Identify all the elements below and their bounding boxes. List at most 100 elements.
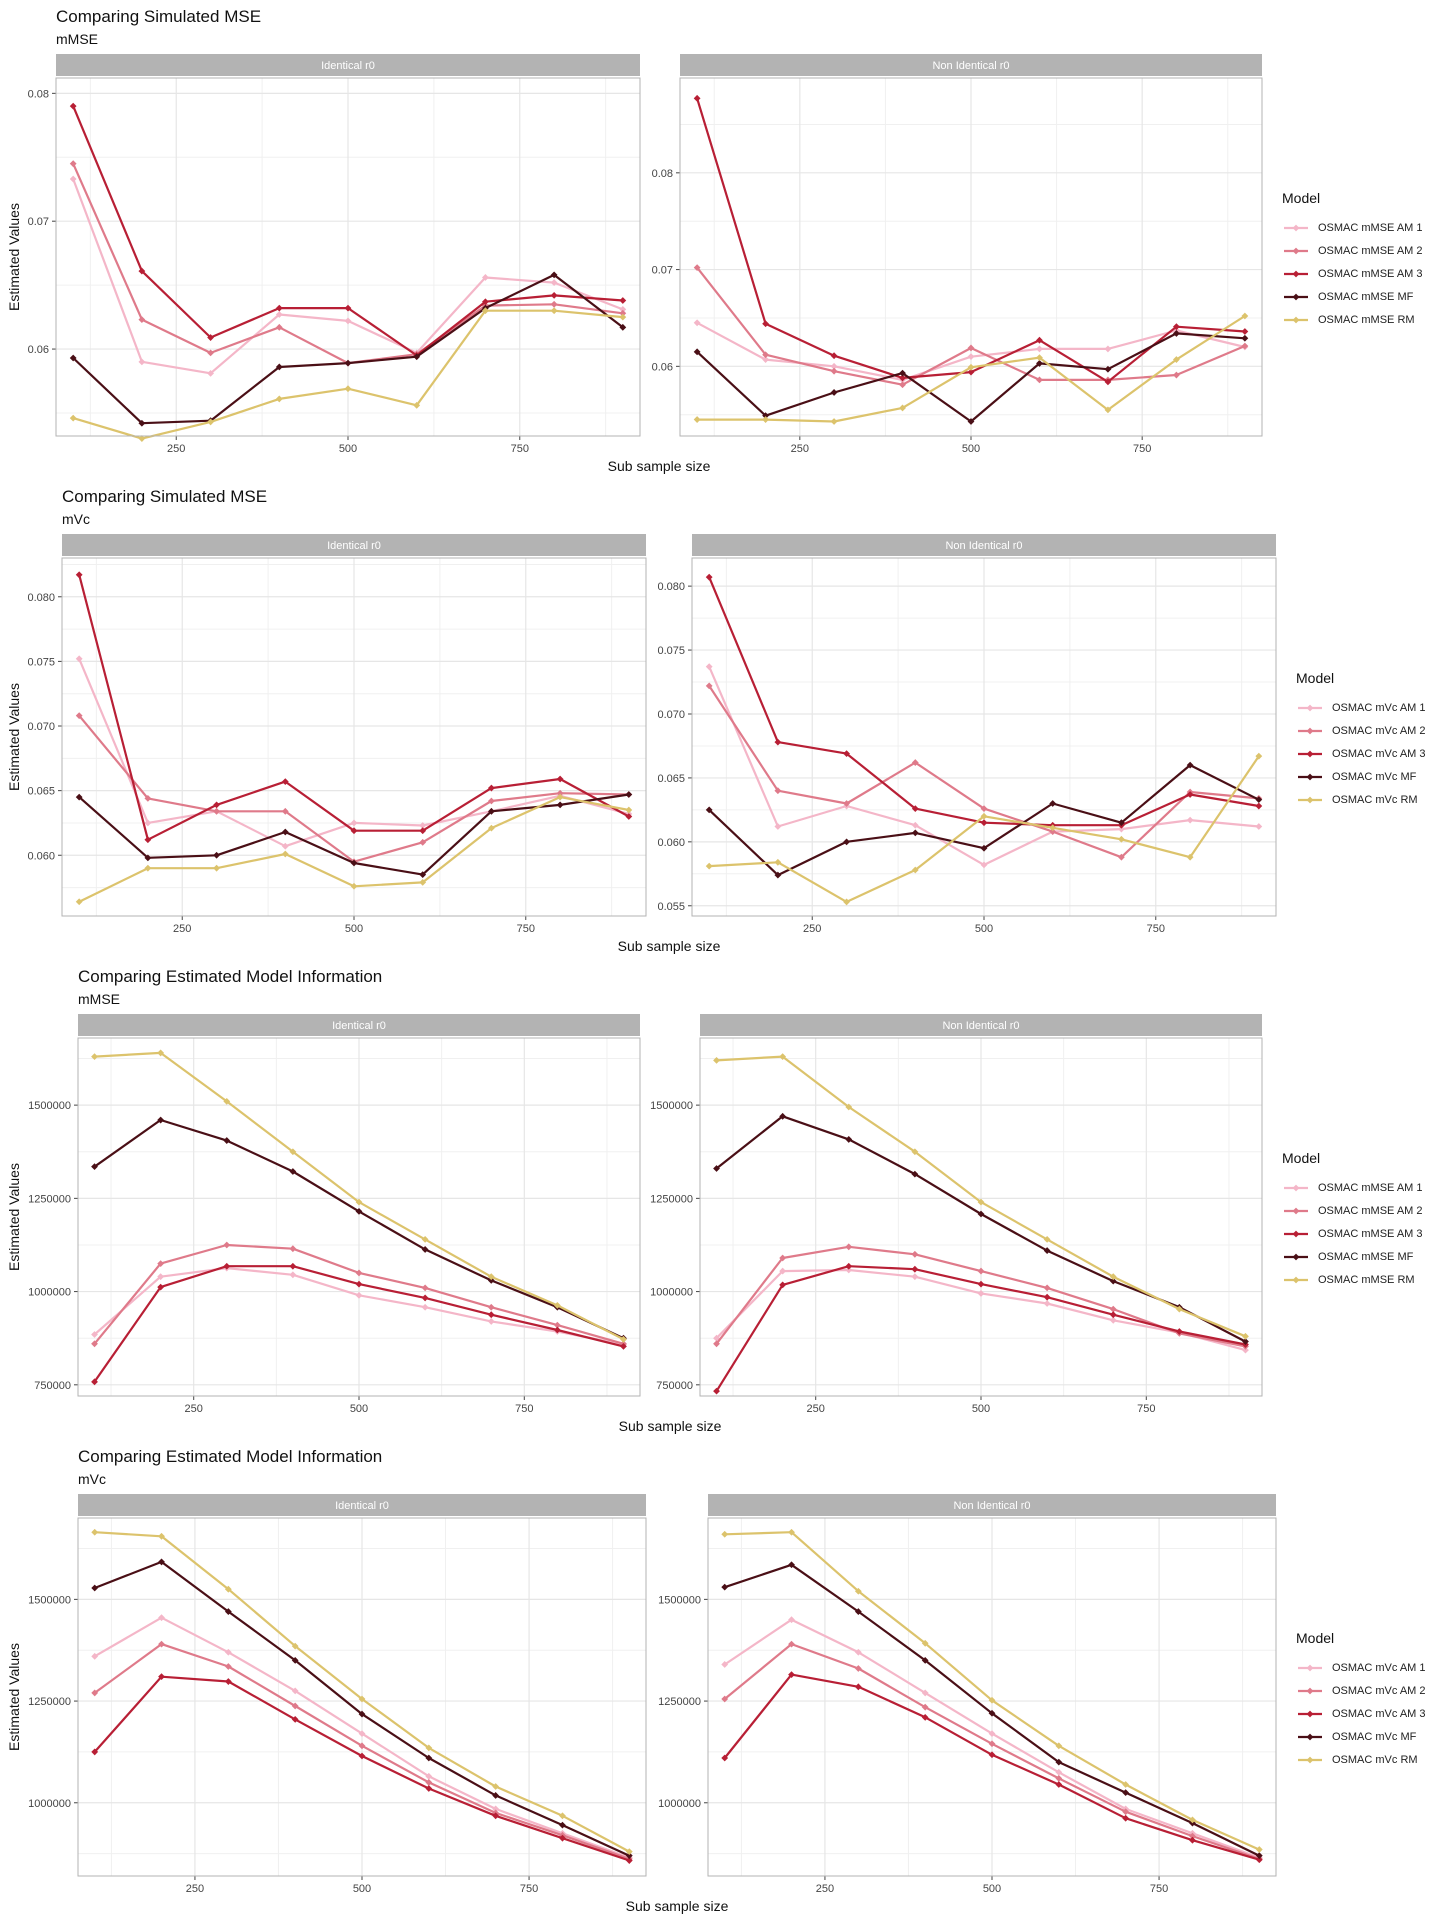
data-point-mf <box>625 791 633 798</box>
x-tick-label: 500 <box>350 1403 368 1415</box>
data-point-am2 <box>488 797 495 805</box>
x-tick-label: 750 <box>515 1403 533 1415</box>
data-point-mf <box>988 1709 996 1717</box>
data-point-am3 <box>350 827 358 835</box>
data-point-mf <box>91 1163 98 1171</box>
legend-marker <box>1306 750 1314 757</box>
legend-item: OSMAC mVc AM 3 <box>1296 1702 1426 1725</box>
legend-marker <box>1292 247 1300 254</box>
legend-key-icon <box>1296 1753 1324 1767</box>
data-point-rm <box>1118 835 1125 843</box>
data-point-am2 <box>419 838 427 846</box>
data-point-am2 <box>223 1241 231 1249</box>
legend-item: OSMAC mMSE MF <box>1282 285 1423 308</box>
data-point-rm <box>556 793 564 801</box>
data-point-am2 <box>843 800 850 807</box>
legend: Model OSMAC mMSE AM 1 OSMAC mMSE AM 2 OSMAC… <box>1282 190 1423 331</box>
x-tick-label: 500 <box>339 443 357 455</box>
facet-panel-identical-r0: Identical r0 250 500 750 0.060 0.065 0.070 0.07… <box>27 534 647 935</box>
data-point-am1 <box>1242 1346 1249 1354</box>
facet-strip <box>78 1014 640 1036</box>
legend-label: OSMAC mMSE RM <box>1318 313 1415 326</box>
data-point-rm <box>138 435 146 442</box>
legend-key-icon <box>1296 1730 1324 1744</box>
data-point-am3 <box>854 1683 862 1691</box>
data-point-am3 <box>845 1262 853 1270</box>
data-point-rm <box>69 414 77 422</box>
data-point-am1 <box>358 1730 366 1738</box>
data-point-am3 <box>620 1343 627 1350</box>
data-point-am3 <box>1036 336 1043 344</box>
data-point-am1 <box>487 1318 495 1325</box>
data-point-am1 <box>1036 345 1043 353</box>
data-point-am1 <box>854 1648 862 1656</box>
data-point-rm <box>1043 1235 1051 1243</box>
y-tick-label: 1250000 <box>28 1696 71 1708</box>
data-point-am3 <box>1122 1814 1130 1822</box>
data-point-mf <box>705 806 713 814</box>
data-point-rm <box>830 418 838 425</box>
x-tick-label: 750 <box>1150 1883 1168 1895</box>
data-point-mf <box>69 354 77 362</box>
data-point-mf <box>693 348 701 356</box>
data-point-am1 <box>421 1303 429 1311</box>
chart-svg: Comparing Estimated Model Information mMS… <box>6 967 1263 1434</box>
data-point-rm <box>1104 406 1112 414</box>
legend-marker <box>1306 773 1314 780</box>
data-point-am2 <box>980 805 988 812</box>
data-point-mf <box>344 359 352 367</box>
legend-marker <box>1292 224 1300 231</box>
y-tick-label: 0.080 <box>27 592 55 604</box>
x-tick-label: 250 <box>791 443 809 455</box>
legend-item: OSMAC mVc AM 3 <box>1296 742 1426 765</box>
y-axis-title: Estimated Values <box>6 683 22 791</box>
data-point-am2 <box>275 323 283 331</box>
data-point-mf <box>845 1136 853 1143</box>
facet-panel-non-identical-r0: Non Identical r0 250 500 750 750000 1000000 12… <box>650 1014 1263 1415</box>
legend-label: OSMAC mVc MF <box>1332 1730 1417 1743</box>
data-point-am3 <box>911 1265 919 1273</box>
y-tick-label: 1000000 <box>28 1287 71 1299</box>
y-tick-label: 1250000 <box>658 1696 701 1708</box>
legend-item: OSMAC mVc RM <box>1296 1748 1426 1771</box>
legend-marker <box>1306 1756 1314 1763</box>
data-point-am3 <box>830 352 838 360</box>
data-point-am1 <box>350 819 358 827</box>
data-point-mf <box>289 1168 297 1175</box>
y-tick-label: 0.080 <box>657 581 685 593</box>
data-point-mf <box>1241 334 1249 342</box>
legend-key-icon <box>1296 747 1324 761</box>
x-tick-label: 250 <box>185 1403 203 1415</box>
data-point-rm <box>693 416 701 423</box>
facet-strip <box>56 54 640 76</box>
data-point-am2 <box>1173 371 1180 379</box>
data-point-am3 <box>693 94 701 102</box>
legend-item: OSMAC mVc MF <box>1296 765 1426 788</box>
x-tick-label: 500 <box>962 443 980 455</box>
data-point-rm <box>705 862 713 870</box>
data-point-am3 <box>762 320 769 328</box>
figure-simulated-mse-mvc: Comparing Simulated MSE mVc Identical r0 25… <box>0 480 1440 960</box>
y-tick-label: 750000 <box>34 1380 71 1392</box>
legend-marker <box>1292 1184 1300 1191</box>
data-point-rm <box>1241 312 1249 320</box>
legend: Model OSMAC mVc AM 1 OSMAC mVc AM 2 OSMAC m… <box>1296 1630 1426 1771</box>
data-point-mf <box>1104 365 1112 373</box>
x-tick-label: 500 <box>972 1403 990 1415</box>
facet-strip <box>708 1494 1276 1516</box>
data-point-rm <box>421 1235 429 1243</box>
legend-label: OSMAC mVc AM 2 <box>1332 724 1426 737</box>
data-point-am2 <box>830 367 838 375</box>
data-point-rm <box>1175 1305 1183 1313</box>
data-point-am2 <box>1118 853 1125 861</box>
data-point-mf <box>911 829 919 837</box>
data-point-am2 <box>693 264 701 272</box>
data-point-mf <box>721 1583 729 1591</box>
facet-strip-label: Non Identical r0 <box>932 60 1009 72</box>
facet-strip-label: Identical r0 <box>327 540 381 552</box>
data-point-am3 <box>344 304 352 312</box>
data-point-rm <box>619 313 627 321</box>
legend-label: OSMAC mMSE AM 3 <box>1318 267 1423 280</box>
data-point-am3 <box>419 827 427 835</box>
data-point-rm <box>854 1587 862 1595</box>
